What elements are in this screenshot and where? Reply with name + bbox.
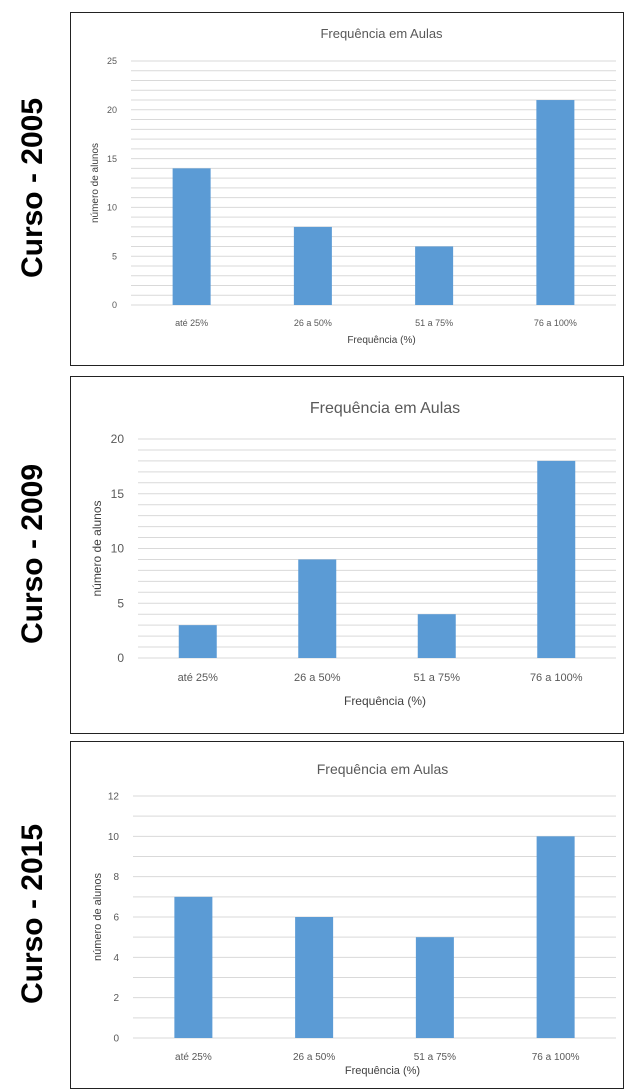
gridlines (133, 795, 616, 1039)
bar (174, 896, 213, 1038)
x-axis-label: Frequência (%) (347, 335, 415, 346)
bar (298, 559, 337, 658)
bar (415, 937, 454, 1038)
x-tick-label: 26 a 50% (294, 318, 332, 328)
side-label-2015: Curso - 2015 (0, 741, 66, 1087)
y-tick-label: 25 (107, 56, 117, 66)
y-tick-label: 15 (111, 487, 125, 501)
y-tick-label: 5 (117, 596, 124, 610)
x-axis-label: Frequência (%) (344, 694, 426, 708)
y-tick-label: 12 (108, 792, 120, 803)
side-label-text: Curso - 2015 (16, 823, 50, 1005)
y-tick-label: 4 (113, 953, 119, 964)
bar (293, 226, 332, 305)
side-label-text: Curso - 2009 (16, 463, 50, 645)
x-tick-label: até 25% (178, 672, 219, 684)
side-label-2009: Curso - 2009 (0, 376, 66, 732)
x-tick-label: 51 a 75% (415, 318, 453, 328)
y-tick-label: 20 (111, 432, 125, 446)
y-tick-label: 0 (113, 1034, 119, 1045)
bar (417, 614, 456, 658)
bar (536, 100, 575, 305)
chart-2009: 0 5 10 15 20 até 25% 26 a 50% 51 a 75% 76 a 100%… (90, 400, 616, 708)
x-tick-label: até 25% (175, 1052, 212, 1063)
y-tick-label: 15 (107, 154, 117, 164)
chart-2015: 0 2 4 6 8 10 12 até 25% 26 a 50% 51 a 75% 76 a 100… (92, 761, 616, 1077)
y-tick-label: 10 (111, 542, 125, 556)
y-axis-label: número de alunos (90, 500, 104, 596)
y-tick-label: 0 (112, 300, 117, 310)
chart-panel-2015: 0 2 4 6 8 10 12 até 25% 26 a 50% 51 a 75% 76 a 100… (70, 741, 624, 1089)
chart-2005: 0 5 10 15 20 25 até 25% 26 a 50% 51 a 75% 76 a 10… (90, 26, 616, 346)
x-tick-label: 76 a 100% (532, 1052, 580, 1063)
x-tick-label: 26 a 50% (294, 672, 341, 684)
y-axis-label: número de alunos (92, 872, 104, 961)
bar (537, 460, 576, 658)
y-tick-label: 20 (107, 105, 117, 115)
x-tick-label: 26 a 50% (293, 1052, 335, 1063)
bar (295, 917, 334, 1038)
y-tick-label: 0 (117, 651, 124, 665)
x-axis-label: Frequência (%) (345, 1065, 420, 1077)
y-tick-label: 2 (113, 993, 119, 1004)
chart-panel-2005: 0 5 10 15 20 25 até 25% 26 a 50% 51 a 75% 76 a 10… (70, 12, 624, 366)
chart-title: Frequência em Aulas (317, 761, 449, 777)
chart-title: Frequência em Aulas (320, 26, 443, 41)
y-tick-label: 10 (107, 203, 117, 213)
y-tick-label: 10 (108, 832, 120, 843)
x-tick-label: até 25% (175, 318, 208, 328)
bar (536, 836, 575, 1038)
x-tick-label: 51 a 75% (414, 1052, 456, 1063)
chart-panel-2009: 0 5 10 15 20 até 25% 26 a 50% 51 a 75% 76 a 100%… (70, 376, 624, 734)
y-tick-label: 5 (112, 251, 117, 261)
side-label-text: Curso - 2005 (16, 97, 50, 279)
bar (172, 168, 211, 305)
gridlines (131, 60, 616, 306)
bar (178, 625, 217, 658)
chart-title: Frequência em Aulas (310, 400, 460, 417)
x-tick-label: 51 a 75% (414, 672, 461, 684)
y-tick-label: 6 (113, 913, 119, 924)
gridlines (138, 438, 616, 659)
y-axis-label: número de alunos (90, 143, 101, 223)
bar (415, 246, 454, 305)
x-tick-label: 76 a 100% (534, 318, 577, 328)
y-tick-label: 8 (113, 872, 119, 883)
side-label-2005: Curso - 2005 (0, 12, 66, 364)
x-tick-label: 76 a 100% (530, 672, 583, 684)
